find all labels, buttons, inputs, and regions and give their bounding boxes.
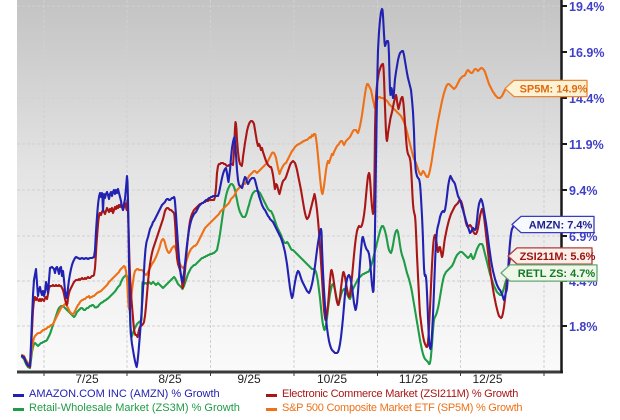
svg-text:9/25: 9/25 bbox=[237, 372, 261, 386]
svg-text:6.9%: 6.9% bbox=[569, 230, 598, 244]
svg-text:AMZN: 7.4%: AMZN: 7.4% bbox=[529, 220, 593, 232]
svg-text:16.9%: 16.9% bbox=[569, 46, 604, 60]
svg-text:RETL ZS: 4.7%: RETL ZS: 4.7% bbox=[518, 268, 596, 280]
svg-text:7/25: 7/25 bbox=[75, 372, 99, 386]
svg-text:SP5M: 14.9%: SP5M: 14.9% bbox=[520, 84, 588, 96]
svg-text:10/25: 10/25 bbox=[317, 372, 347, 386]
svg-text:19.4%: 19.4% bbox=[569, 0, 604, 14]
svg-text:1.8%: 1.8% bbox=[569, 320, 598, 334]
svg-text:9.4%: 9.4% bbox=[569, 184, 598, 198]
svg-text:11/25: 11/25 bbox=[399, 372, 428, 386]
svg-text:8/25: 8/25 bbox=[158, 372, 182, 386]
svg-text:12/25: 12/25 bbox=[472, 372, 502, 386]
svg-text:11.9%: 11.9% bbox=[569, 138, 604, 152]
svg-text:ZSI211M: 5.6%: ZSI211M: 5.6% bbox=[520, 251, 596, 263]
